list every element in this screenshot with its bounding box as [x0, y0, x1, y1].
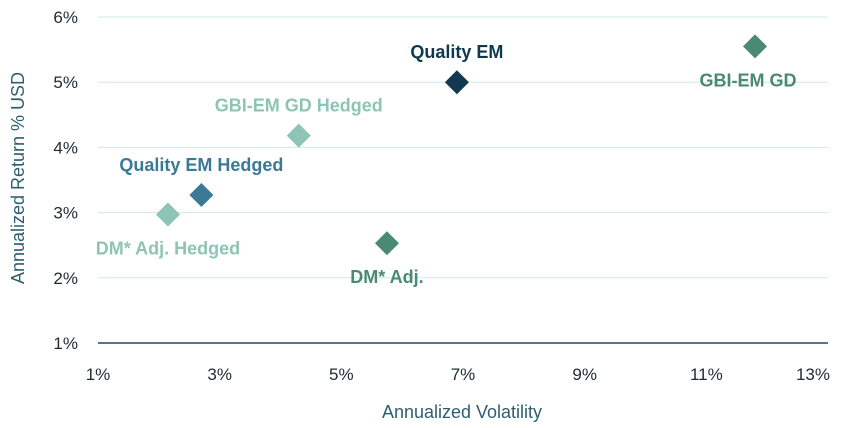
- data-point-marker: [743, 34, 767, 59]
- data-point-label: GBI-EM GD Hedged: [215, 96, 383, 116]
- x-tick-label: 1%: [86, 365, 111, 384]
- x-tick-label: 7%: [451, 365, 476, 384]
- x-tick-label: 5%: [329, 365, 354, 384]
- y-tick-label: 5%: [53, 73, 78, 92]
- gridlines: [98, 16, 828, 344]
- y-axis-ticks: 1% 2% 3% 4% 5% 6%: [53, 8, 78, 353]
- x-tick-label: 9%: [572, 365, 597, 384]
- data-point-marker: [189, 182, 214, 207]
- x-axis-ticks: 1% 3% 5% 7% 9% 11% 13%: [86, 365, 830, 384]
- data-point-marker: [155, 202, 180, 227]
- data-points: [155, 34, 767, 256]
- data-point-label: DM* Adj. Hedged: [96, 239, 240, 259]
- y-tick-label: 4%: [53, 138, 78, 157]
- y-axis-title: Annualized Return % USD: [8, 72, 28, 284]
- data-point-label: Quality EM Hedged: [119, 155, 283, 175]
- y-tick-label: 1%: [53, 334, 78, 353]
- data-point-marker: [444, 70, 469, 95]
- y-tick-label: 3%: [53, 204, 78, 223]
- x-tick-label: 13%: [796, 365, 830, 384]
- x-axis-title: Annualized Volatility: [382, 402, 542, 422]
- data-point-marker: [286, 123, 311, 148]
- data-point-label: GBI-EM GD: [700, 70, 797, 90]
- x-tick-label: 3%: [207, 365, 232, 384]
- point-labels: Quality EM GBI-EM GD GBI-EM GD Hedged Quali…: [96, 42, 797, 287]
- data-point-marker: [374, 231, 399, 256]
- data-point-label: DM* Adj.: [350, 267, 423, 287]
- y-tick-label: 6%: [53, 8, 78, 27]
- x-tick-label: 11%: [690, 365, 723, 384]
- data-point-label: Quality EM: [410, 42, 503, 62]
- y-tick-label: 2%: [53, 269, 78, 288]
